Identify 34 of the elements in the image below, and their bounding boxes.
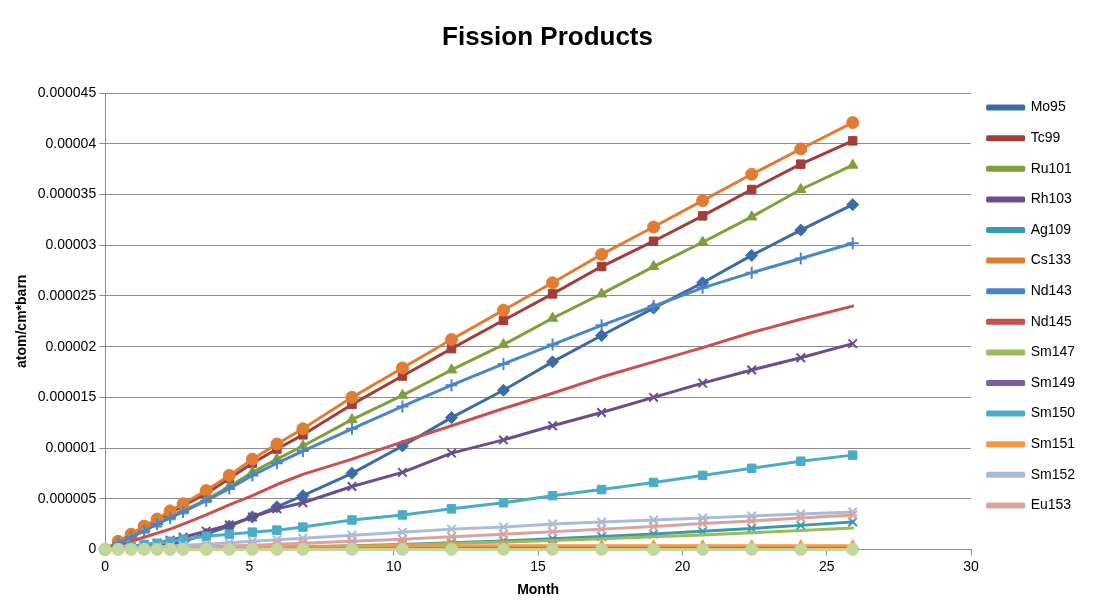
legend-label: Ag109: [1030, 220, 1072, 237]
x-tick-label: 15: [530, 557, 547, 574]
legend-label: Sm150: [1030, 404, 1076, 421]
legend-label: Sm147: [1030, 343, 1076, 360]
legend-label: Cs133: [1030, 251, 1072, 268]
legend-label: Rh103: [1030, 190, 1073, 207]
legend-label: Nd145: [1030, 312, 1073, 329]
x-tick-label: 5: [245, 557, 254, 574]
y-axis-title: atom/cm*barn: [13, 274, 30, 368]
legend-label: Nd143: [1030, 282, 1073, 299]
y-tick-label: 0.00001: [45, 438, 97, 455]
x-tick-label: 25: [818, 557, 835, 574]
y-tick-label: 0.000025: [37, 286, 97, 303]
y-tick-label: 0.00004: [45, 134, 97, 151]
legend-label: Sm152: [1030, 465, 1076, 482]
x-axis-title: Month: [517, 581, 560, 598]
y-tick-label: 0.000015: [37, 388, 97, 405]
legend-label: Ru101: [1030, 159, 1073, 176]
legend-label: Eu153: [1030, 496, 1072, 513]
legend-label: Sm149: [1030, 373, 1076, 390]
legend-label: Mo95: [1030, 98, 1066, 115]
y-tick-label: 0: [88, 540, 97, 557]
y-tick-label: 0.000045: [37, 84, 97, 101]
y-tick-label: 0.00002: [45, 337, 97, 354]
x-tick-label: 20: [674, 557, 691, 574]
x-tick-label: 10: [386, 557, 402, 574]
chart-title: Fission Products: [442, 20, 653, 51]
y-tick-label: 0.000005: [37, 489, 97, 506]
legend-label: Tc99: [1030, 129, 1061, 146]
x-tick-label: 30: [963, 557, 980, 574]
y-tick-label: 0.000035: [37, 185, 97, 202]
x-tick-label: 0: [101, 557, 110, 574]
legend-label: Sm151: [1030, 435, 1076, 452]
y-tick-label: 0.00003: [45, 236, 97, 253]
